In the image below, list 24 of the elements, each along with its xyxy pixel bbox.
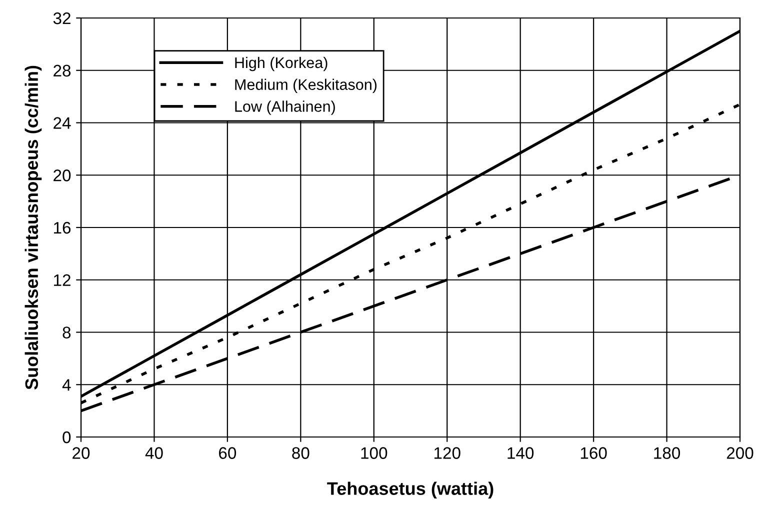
- y-tick-label: 20: [54, 170, 71, 182]
- x-tick-label: 40: [145, 447, 163, 459]
- x-tick-label: 20: [72, 447, 90, 459]
- y-tick-label: 16: [54, 222, 71, 234]
- x-tick-label: 100: [361, 447, 388, 459]
- y-tick-label: 24: [54, 117, 71, 129]
- legend-label: High (Korkea): [235, 56, 328, 72]
- x-axis-title: Tehoasetus (wattia): [327, 482, 494, 499]
- x-tick-label: 120: [434, 447, 460, 459]
- x-tick-label: 180: [654, 447, 680, 459]
- x-tick-label: 140: [508, 447, 534, 459]
- legend-label: Low (Alhainen): [235, 100, 335, 115]
- legend-label: Medium (Keskitason): [235, 78, 377, 94]
- y-tick-label: 12: [54, 274, 70, 286]
- x-tick-label: 160: [580, 447, 607, 459]
- y-tick-label: 8: [62, 326, 71, 338]
- y-axis-title: Suolaliuoksen virtausnopeus (cc/min): [24, 66, 42, 390]
- y-tick-label: 32: [53, 12, 70, 24]
- y-tick-label: 4: [62, 379, 71, 391]
- x-tick-label: 80: [292, 447, 310, 459]
- y-tick-label: 0: [62, 431, 71, 444]
- y-tick-label: 28: [54, 64, 71, 77]
- x-tick-label: 200: [726, 447, 754, 459]
- x-tick-label: 60: [219, 447, 236, 459]
